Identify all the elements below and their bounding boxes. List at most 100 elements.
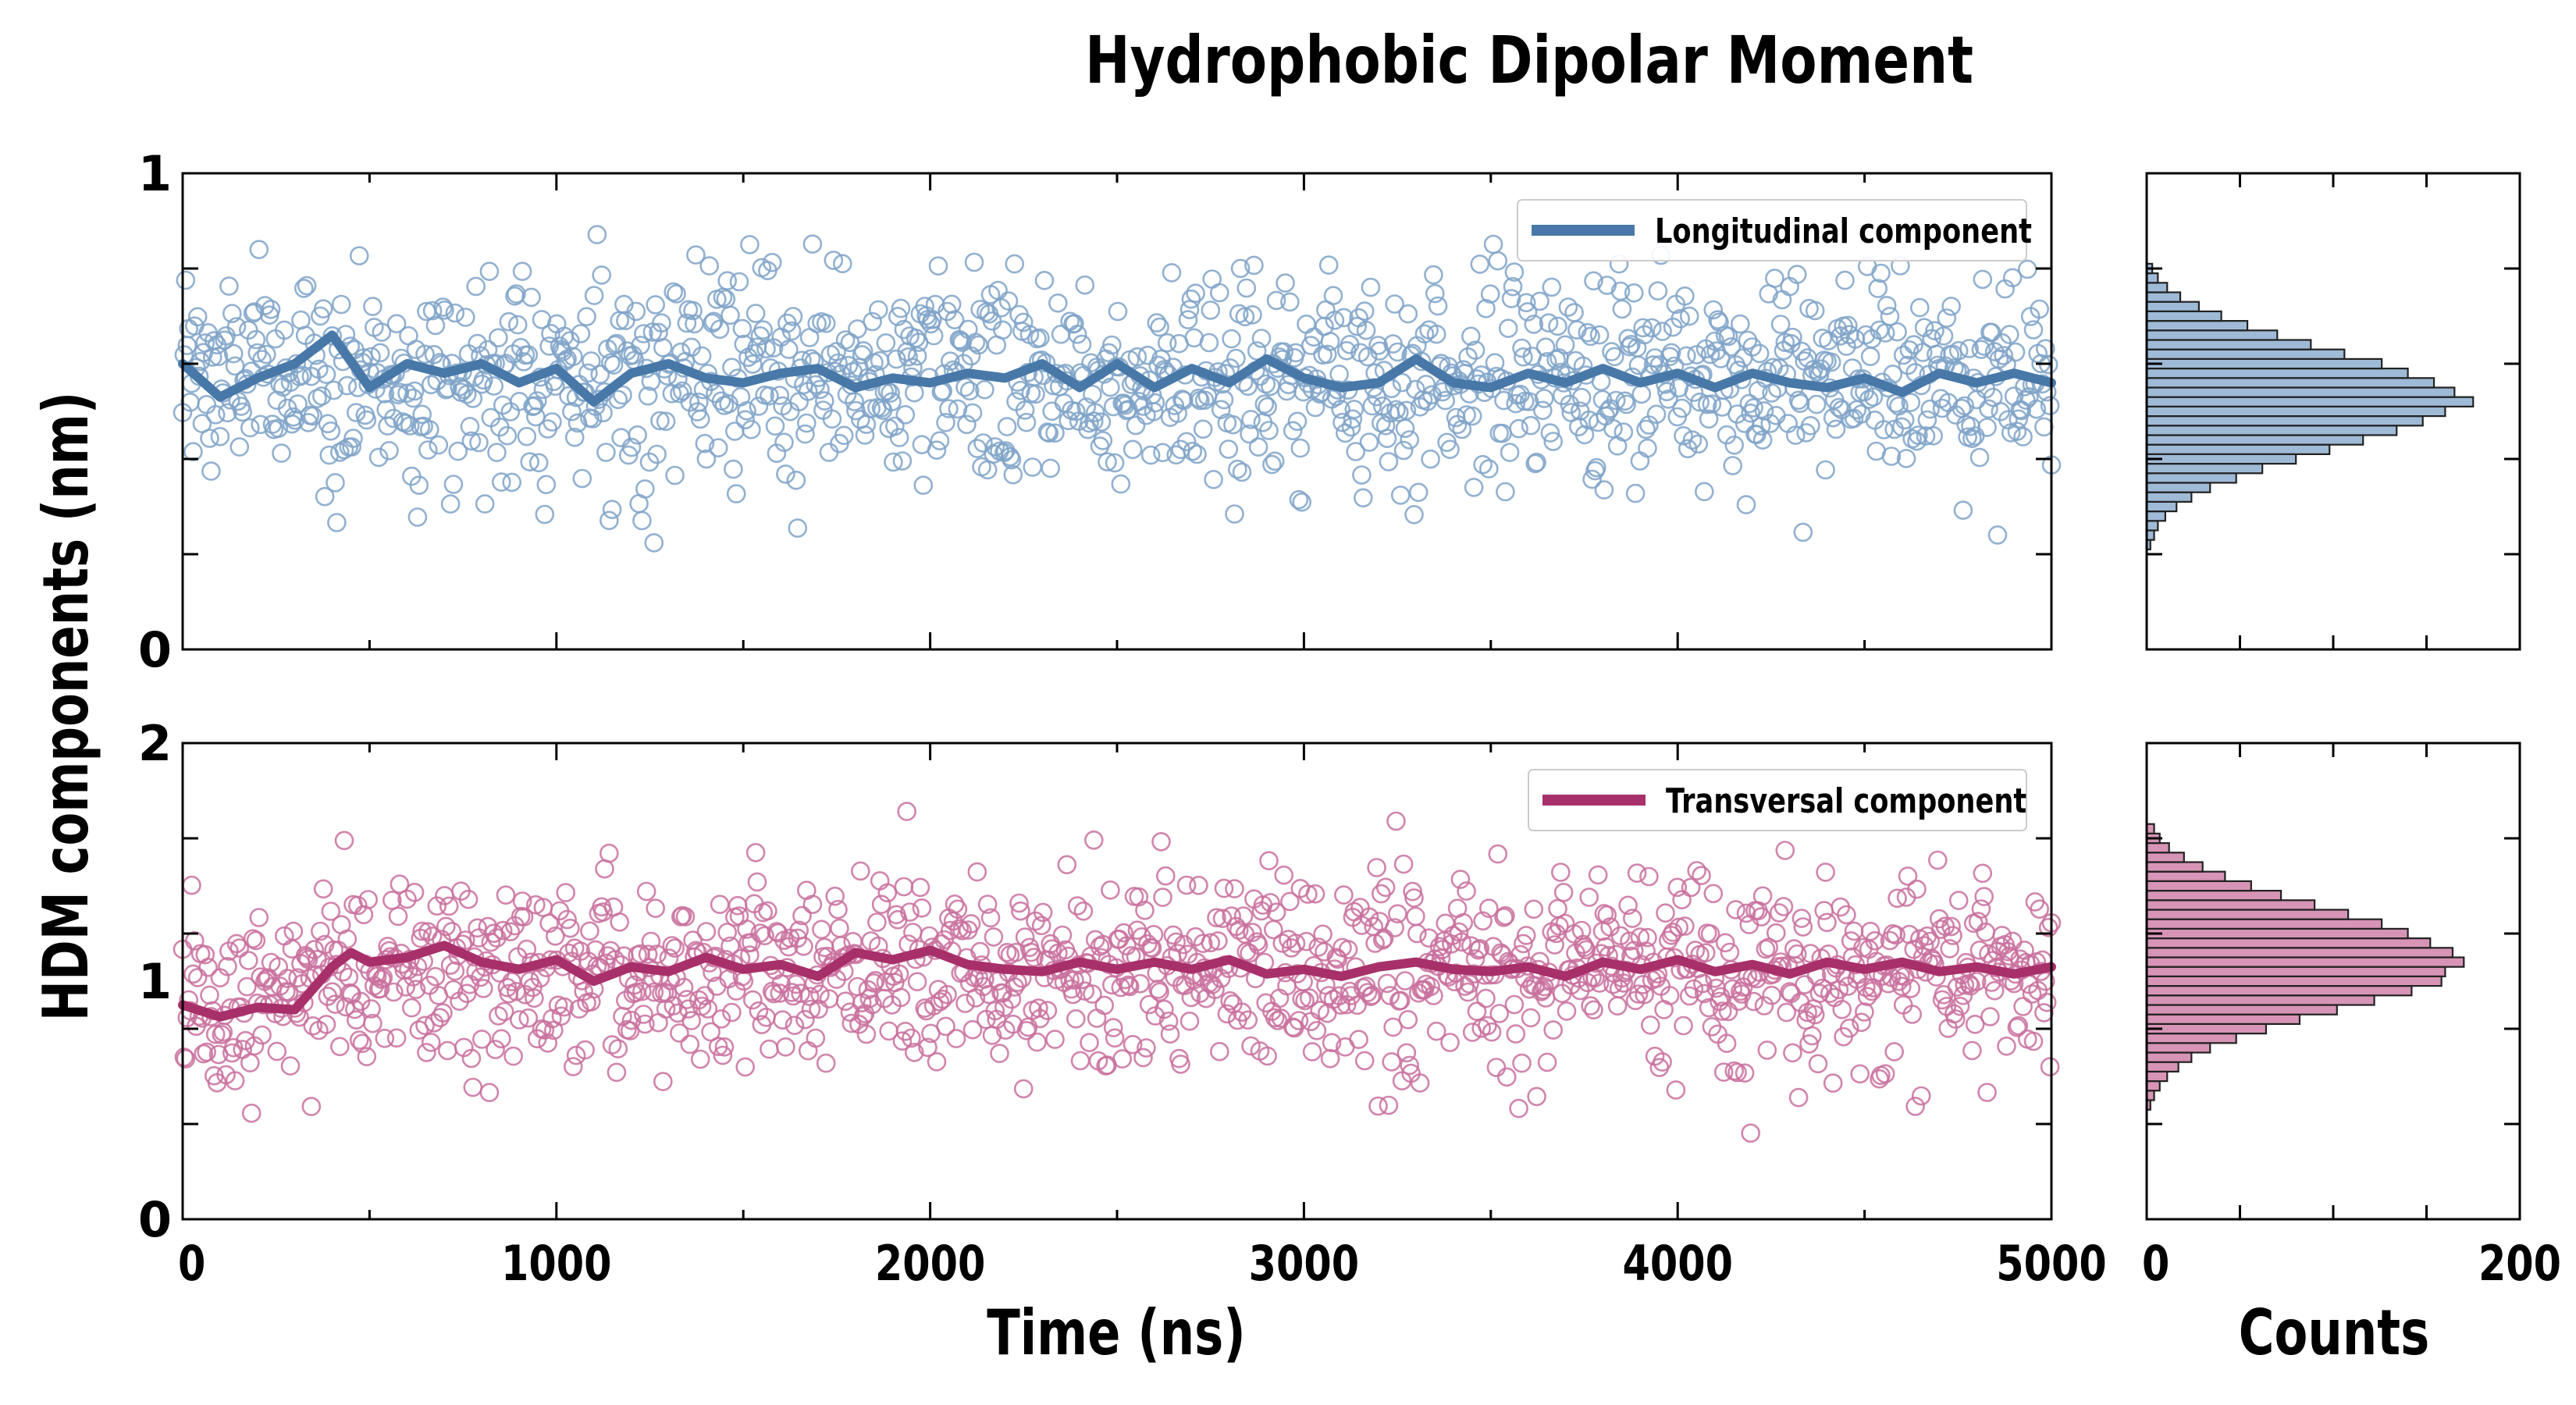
- scatter-point: [1934, 326, 1954, 346]
- scatter-point: [1388, 904, 1407, 923]
- scatter-point: [1994, 346, 2013, 365]
- histogram-bar: [2145, 899, 2316, 911]
- scatter-point: [1395, 971, 1415, 991]
- scatter-point: [1752, 886, 1773, 906]
- x-tick-label: 5000: [1996, 1236, 2106, 1292]
- scatter-point: [1911, 1086, 1931, 1106]
- scatter-point: [801, 999, 821, 1019]
- scatter-point: [1398, 304, 1418, 324]
- scatter-point: [463, 1077, 483, 1097]
- scatter-point: [1802, 1026, 1822, 1046]
- scatter-point: [256, 344, 276, 365]
- scatter-point: [1262, 454, 1282, 475]
- scatter-point: [1480, 284, 1500, 304]
- scatter-point: [1091, 412, 1112, 432]
- scatter-point: [720, 936, 740, 956]
- histogram-bar: [2145, 975, 2443, 987]
- scatter-point: [677, 313, 697, 333]
- scatter-point: [535, 504, 555, 525]
- scatter-point: [1287, 411, 1308, 432]
- scatter-point: [208, 347, 229, 367]
- scatter-point: [1959, 974, 1979, 994]
- scatter-point: [1534, 976, 1554, 997]
- scatter-point: [1410, 1073, 1430, 1093]
- scatter-point: [593, 902, 613, 922]
- scatter-point: [1236, 278, 1257, 298]
- scatter-point: [1899, 340, 1920, 360]
- scatter-point: [1855, 1002, 1874, 1022]
- scatter-point: [539, 913, 559, 934]
- scatter-point: [1476, 988, 1496, 1008]
- scatter-point: [1965, 1015, 1985, 1034]
- scatter-point: [1820, 984, 1840, 1003]
- scatter-point: [429, 435, 449, 455]
- scatter-point: [711, 1009, 731, 1029]
- scatter-point: [1852, 1012, 1871, 1033]
- scatter-point: [1352, 465, 1372, 485]
- scatter-point: [810, 379, 830, 400]
- histogram-bar: [2145, 500, 2178, 513]
- scatter-point: [1093, 431, 1113, 450]
- scatter-point: [918, 309, 938, 329]
- scatter-point: [824, 251, 844, 270]
- scatter-point: [717, 271, 738, 291]
- scatter-point: [1390, 486, 1411, 505]
- scatter-point: [406, 980, 426, 999]
- scatter-point: [225, 1071, 245, 1090]
- scatter-point: [1157, 333, 1177, 353]
- scatter-point: [249, 908, 269, 927]
- scatter-point: [871, 895, 891, 914]
- scatter-point: [1524, 899, 1544, 919]
- scatter-point: [316, 365, 336, 384]
- scatter-point: [806, 1028, 826, 1048]
- moving-average-line-transversal: [178, 941, 2056, 1022]
- scatter-point: [1535, 337, 1556, 357]
- scatter-point: [1727, 1062, 1747, 1083]
- scatter-point: [776, 1037, 795, 1057]
- scatter-point: [714, 1037, 735, 1057]
- scatter-point: [895, 404, 916, 425]
- scatter-point: [1332, 412, 1352, 432]
- scatter-point: [1594, 480, 1614, 500]
- scatter-point: [1002, 450, 1022, 470]
- scatter-point: [1318, 255, 1339, 275]
- scatter-point: [1584, 1000, 1603, 1020]
- scatter-point: [1241, 410, 1261, 429]
- scatter-point: [650, 411, 670, 431]
- scatter-point: [1054, 393, 1074, 413]
- scatter-point: [897, 802, 916, 821]
- scatter-point: [1300, 336, 1321, 355]
- scatter-point: [607, 1062, 627, 1083]
- scatter-point: [1799, 1034, 1819, 1054]
- scatter-point: [2007, 422, 2027, 442]
- scatter-point: [1770, 315, 1791, 334]
- scatter-point: [608, 389, 628, 410]
- scatter-point: [1440, 1033, 1460, 1052]
- scatter-point: [638, 944, 658, 964]
- scatter-point: [560, 918, 580, 938]
- scatter-point: [1343, 409, 1363, 429]
- scatter-point: [1543, 432, 1563, 451]
- scatter-point: [500, 922, 521, 941]
- scatter-point: [930, 431, 950, 451]
- scatter-point: [1844, 921, 1864, 941]
- scatter-point: [747, 872, 767, 892]
- scatter-point: [1101, 377, 1120, 397]
- scatter-point: [539, 336, 559, 356]
- tick-marks: [181, 742, 2053, 1221]
- scatter-point: [267, 1041, 287, 1062]
- scatter-point: [1948, 891, 1969, 910]
- scatter-point: [621, 437, 642, 457]
- scatter-point: [1283, 421, 1303, 441]
- scatter-point: [458, 343, 479, 364]
- scatter-point: [1754, 401, 1774, 421]
- scatter-point: [1751, 907, 1771, 927]
- scatter-point: [1710, 312, 1729, 333]
- scatter-point: [855, 425, 875, 445]
- scatter-point: [1628, 355, 1649, 375]
- histogram-bar: [2145, 291, 2182, 303]
- scatter-point: [1506, 1024, 1526, 1044]
- scatter-point: [538, 1033, 558, 1053]
- scatter-point: [997, 943, 1017, 962]
- scatter-point: [1973, 269, 1993, 290]
